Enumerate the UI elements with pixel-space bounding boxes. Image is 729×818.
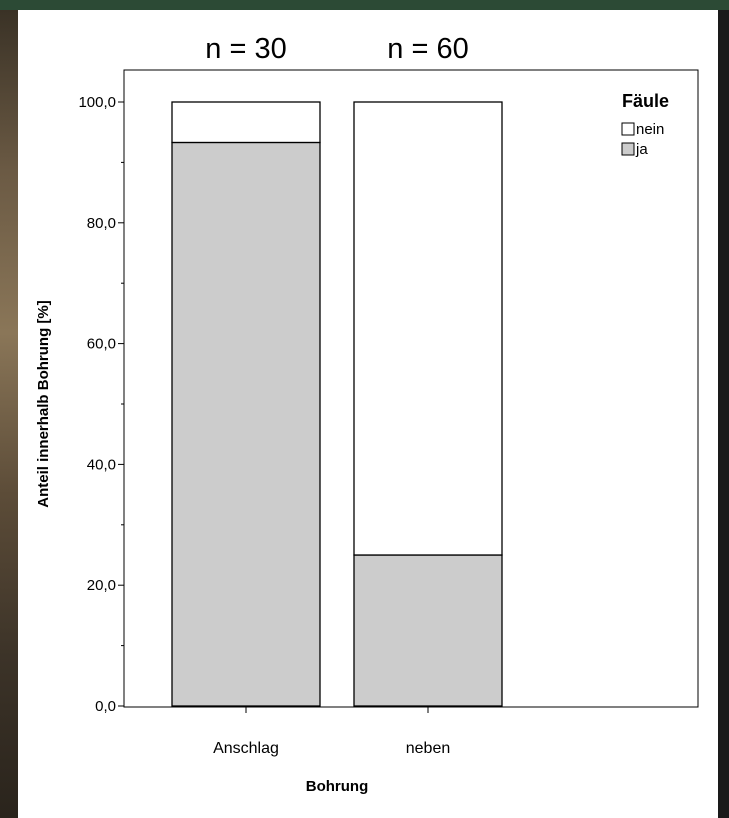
window-top-border xyxy=(0,0,729,10)
sample-size-label: n = 30 xyxy=(205,33,286,65)
y-tick-label: 60,0 xyxy=(87,336,116,353)
legend-title: Fäule xyxy=(622,91,669,111)
legend-swatch-nein xyxy=(621,122,635,136)
x-tick-label: Anschlag xyxy=(213,740,279,757)
y-tick-label: 0,0 xyxy=(95,698,116,715)
y-tick-label: 20,0 xyxy=(87,577,116,594)
x-tick-label: neben xyxy=(406,740,451,757)
bar-segment-anschlag-ja xyxy=(171,141,321,707)
bar-segment-neben-nein xyxy=(353,101,503,556)
bar-segment-neben-ja xyxy=(353,554,503,707)
y-axis-label: Anteil innerhalb Bohrung [%] xyxy=(35,300,52,508)
y-tick-label: 80,0 xyxy=(87,215,116,232)
bar-segment-anschlag-nein xyxy=(171,101,321,144)
legend-label-ja: ja xyxy=(635,141,648,158)
y-tick-label: 100,0 xyxy=(78,94,116,111)
background-photo-strip xyxy=(0,10,18,818)
sample-size-label: n = 60 xyxy=(387,33,468,65)
plot-area-border xyxy=(123,69,699,708)
chart-panel: 0,0 20,0 40,0 60,0 80,0 100,0 Anschlag neben n… xyxy=(18,10,718,818)
legend-swatch-ja xyxy=(621,142,635,156)
legend-label-nein: nein xyxy=(636,121,664,138)
stacked-bar-chart: 0,0 20,0 40,0 60,0 80,0 100,0 Anschlag neben n… xyxy=(35,33,699,795)
y-tick-label: 40,0 xyxy=(87,456,116,473)
x-axis-label: Bohrung xyxy=(306,778,368,795)
